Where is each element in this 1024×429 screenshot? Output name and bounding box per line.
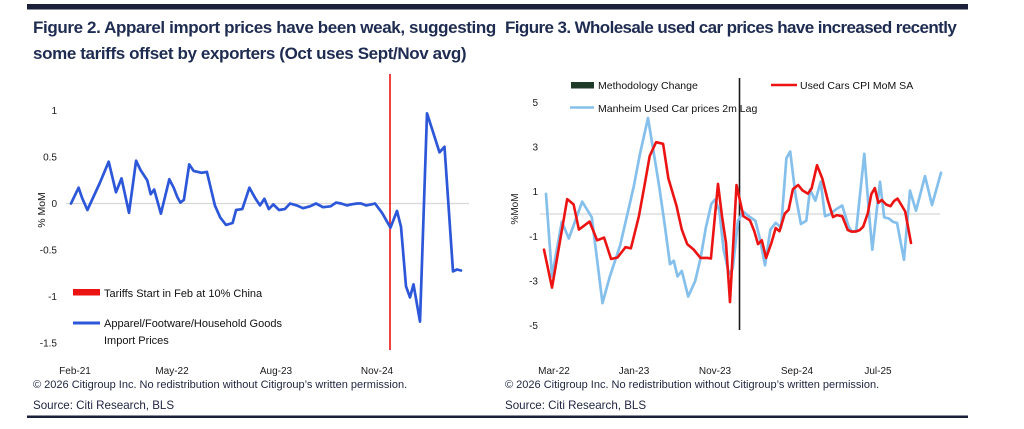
svg-text:Apparel/Footware/Household Goo: Apparel/Footware/Household Goods (104, 318, 282, 330)
svg-text:Aug-23: Aug-23 (260, 366, 293, 377)
svg-text:Source: Citi Research, BLS: Source: Citi Research, BLS (505, 399, 646, 412)
svg-text:Methodology Change: Methodology Change (598, 80, 698, 92)
svg-text:Jul-25: Jul-25 (864, 366, 892, 377)
svg-text:-5: -5 (529, 321, 538, 332)
svg-text:Sep-24: Sep-24 (781, 366, 814, 377)
svg-text:-1.5: -1.5 (40, 339, 58, 350)
svg-text:-0.5: -0.5 (40, 246, 58, 257)
svg-text:0.5: 0.5 (43, 153, 57, 164)
svg-text:© 2026 Citigroup Inc. No redis: © 2026 Citigroup Inc. No redistribution … (33, 379, 407, 391)
svg-text:Tariffs Start in Feb at 10% Ch: Tariffs Start in Feb at 10% China (104, 288, 263, 300)
svg-text:Feb-21: Feb-21 (59, 366, 91, 377)
svg-text:1: 1 (51, 106, 57, 117)
svg-text:% MoM: % MoM (36, 192, 48, 228)
svg-text:Source: Citi Research, BLS: Source: Citi Research, BLS (33, 399, 174, 412)
svg-text:© 2026 Citigroup Inc. No redis: © 2026 Citigroup Inc. No redistribution … (505, 379, 879, 391)
svg-text:3: 3 (532, 143, 538, 154)
svg-text:-3: -3 (529, 276, 538, 287)
svg-text:Manheim Used Car prices 2m Lag: Manheim Used Car prices 2m Lag (598, 103, 757, 115)
svg-text:Import Prices: Import Prices (104, 335, 169, 347)
svg-text:Jan-23: Jan-23 (619, 366, 650, 377)
svg-text:-1: -1 (529, 232, 538, 243)
svg-text:0: 0 (51, 199, 57, 210)
svg-text:Used Cars CPI MoM SA: Used Cars CPI MoM SA (800, 80, 913, 92)
svg-text:5: 5 (532, 98, 538, 109)
svg-text:%MoM: %MoM (510, 193, 521, 224)
svg-text:Nov-24: Nov-24 (361, 366, 394, 377)
svg-text:Mar-22: Mar-22 (538, 366, 570, 377)
svg-text:May-22: May-22 (155, 366, 189, 377)
svg-text:-1: -1 (48, 292, 57, 303)
svg-text:Nov-23: Nov-23 (699, 366, 732, 377)
svg-text:1: 1 (532, 187, 538, 198)
